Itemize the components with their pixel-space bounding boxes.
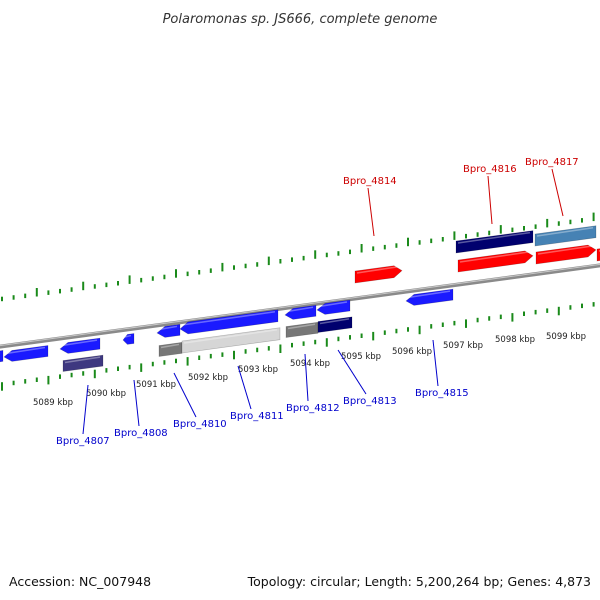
gene-reverse-arrow-highlight: [181, 310, 276, 326]
gene-reverse-arrow[interactable]: [405, 288, 454, 306]
scale-label: 5092 kbp: [188, 373, 228, 383]
gene-forward-arrow[interactable]: [457, 250, 534, 273]
leader-line: [237, 365, 252, 410]
gene-reverse-arrow-highlight: [407, 290, 451, 299]
leader-line: [304, 353, 309, 402]
gene-reverse-arrow-highlight: [158, 325, 178, 331]
gene-label-reverse[interactable]: Bpro_4808: [114, 428, 168, 439]
gene-reverse-arrow[interactable]: [3, 345, 49, 362]
gene-reverse-box-highlight: [160, 343, 180, 349]
map-title: Polaromonas sp. JS666, complete genome: [163, 12, 438, 27]
gene-reverse-box-highlight: [319, 318, 350, 325]
gene-reverse-arrow-highlight: [61, 339, 98, 347]
scale-label: 5093 kbp: [238, 365, 278, 375]
gene-reverse-arrow[interactable]: [284, 304, 317, 320]
gene-label-forward[interactable]: Bpro_4816: [463, 164, 517, 175]
scale-label: 5096 kbp: [392, 347, 432, 357]
scale-label: 5099 kbp: [546, 332, 586, 342]
gene-reverse-box[interactable]: [62, 354, 104, 372]
gene-reverse-arrow-highlight: [318, 301, 348, 308]
gene-reverse-arrow[interactable]: [59, 337, 101, 354]
gene-features: [0, 225, 600, 372]
gene-reverse-box-highlight: [287, 323, 316, 330]
chromosome-axis-highlight: [0, 263, 600, 347]
scale-labels: 5089 kbp 5090 kbp 5091 kbp 5092 kbp 5093…: [33, 332, 586, 408]
gene-forward-arrow-highlight: [356, 265, 400, 274]
gene-reverse-arrow[interactable]: [316, 299, 351, 315]
label-leaders: [82, 168, 564, 435]
gene-labels: Bpro_4814 Bpro_4816 Bpro_4817 Bpro_4807 …: [56, 157, 579, 447]
leader-line: [367, 187, 375, 237]
gene-reverse-arrow[interactable]: [179, 309, 279, 335]
gene-forward-arrow-highlight: [459, 251, 531, 263]
gene-forward-box[interactable]: [455, 230, 534, 254]
gene-label-reverse[interactable]: Bpro_4811: [230, 411, 284, 422]
gene-reverse-arrow-highlight: [5, 346, 46, 355]
gene-reverse-arrow[interactable]: [0, 350, 4, 363]
scale-label: 5091 kbp: [136, 380, 176, 390]
leader-line: [551, 168, 564, 217]
gene-label-reverse[interactable]: Bpro_4807: [56, 436, 110, 447]
scale-label: 5089 kbp: [33, 398, 73, 408]
leader-line: [432, 339, 439, 387]
scale-label: 5090 kbp: [86, 389, 126, 399]
gene-label-reverse[interactable]: Bpro_4813: [343, 396, 397, 407]
gene-reverse-box[interactable]: [158, 342, 183, 357]
scale-label: 5095 kbp: [341, 352, 381, 362]
gene-forward-arrow[interactable]: [354, 265, 403, 284]
scale-ticks: [1, 212, 595, 391]
gene-reverse-arrow-highlight: [286, 306, 314, 313]
gene-forward-box[interactable]: [534, 225, 597, 247]
gene-forward-box-highlight: [536, 226, 594, 237]
gene-reverse-box-highlight: [64, 356, 101, 364]
leader-line: [82, 384, 89, 435]
scale-label: 5098 kbp: [495, 335, 535, 345]
gene-reverse-box[interactable]: [285, 321, 319, 338]
leader-line: [337, 349, 367, 395]
gene-reverse-arrow-highlight: [124, 334, 132, 338]
gene-forward-arrow[interactable]: [596, 248, 600, 262]
chromosome-axis: [0, 263, 600, 349]
accession-text: Accession: NC_007948: [9, 574, 151, 589]
gene-label-forward[interactable]: Bpro_4814: [343, 176, 397, 187]
gene-label-reverse[interactable]: Bpro_4810: [173, 419, 227, 430]
gene-reverse-box[interactable]: [317, 316, 353, 333]
gene-forward-arrow-highlight: [537, 245, 594, 255]
gene-reverse-arrow[interactable]: [122, 333, 135, 345]
gene-forward-arrow[interactable]: [535, 244, 597, 265]
gene-label-reverse[interactable]: Bpro_4815: [415, 388, 469, 399]
topology-text: Topology: circular; Length: 5,200,264 bp…: [247, 574, 591, 589]
leader-line: [173, 372, 197, 418]
leader-line: [133, 379, 140, 427]
scale-label: 5094 kbp: [290, 359, 330, 369]
gene-reverse-arrow[interactable]: [156, 324, 181, 338]
gene-label-reverse[interactable]: Bpro_4812: [286, 403, 340, 414]
gene-label-forward[interactable]: Bpro_4817: [525, 157, 579, 168]
gene-reverse-box-highlight: [183, 328, 278, 344]
scale-label: 5097 kbp: [443, 341, 483, 351]
gene-forward-box-highlight: [457, 231, 531, 244]
gene-reverse-box[interactable]: [181, 327, 281, 354]
leader-line: [487, 175, 493, 225]
